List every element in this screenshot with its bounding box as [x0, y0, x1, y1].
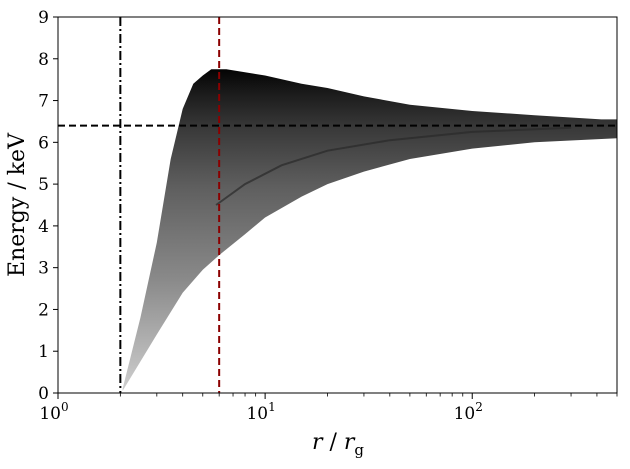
emission-region [122, 69, 617, 391]
x-tick-label-exponent: 2 [475, 400, 483, 414]
y-tick-label: 7 [38, 92, 49, 112]
plot-area [58, 17, 617, 393]
y-axis: 0 1 2 3 4 5 6 7 8 9 [38, 8, 58, 404]
x-axis-label-rg: r [344, 430, 356, 455]
y-tick-label: 3 [38, 259, 49, 279]
x-axis-label: r / rg [312, 430, 364, 459]
x-axis-label-sep: / [322, 430, 343, 455]
y-tick-label: 9 [38, 8, 49, 28]
x-tick-label-exponent: 0 [61, 400, 69, 414]
y-tick-label: 1 [38, 342, 49, 362]
inner-ridge-line [215, 126, 572, 206]
y-axis-label: Energy / keV [5, 132, 30, 277]
plot-frame [57, 16, 618, 394]
x-tick-label-base: 10 [454, 404, 476, 424]
x-tick-label: 101 [246, 400, 275, 424]
x-tick-label-base: 10 [39, 404, 61, 424]
x-tick-label-exponent: 1 [268, 400, 276, 414]
y-tick-label: 4 [38, 217, 49, 237]
y-tick-label: 8 [38, 50, 49, 70]
y-tick-label: 0 [38, 384, 49, 404]
y-tick-label: 5 [38, 175, 49, 195]
x-axis-label-r: r [312, 430, 324, 455]
x-tick-label: 102 [454, 400, 483, 424]
y-tick-label: 6 [38, 133, 49, 153]
x-tick-label: 100 [39, 400, 68, 424]
y-tick-label: 2 [38, 300, 49, 320]
x-axis: 100 101 102 [39, 393, 618, 424]
x-axis-label-sub: g [354, 441, 364, 459]
x-tick-label-base: 10 [246, 404, 268, 424]
